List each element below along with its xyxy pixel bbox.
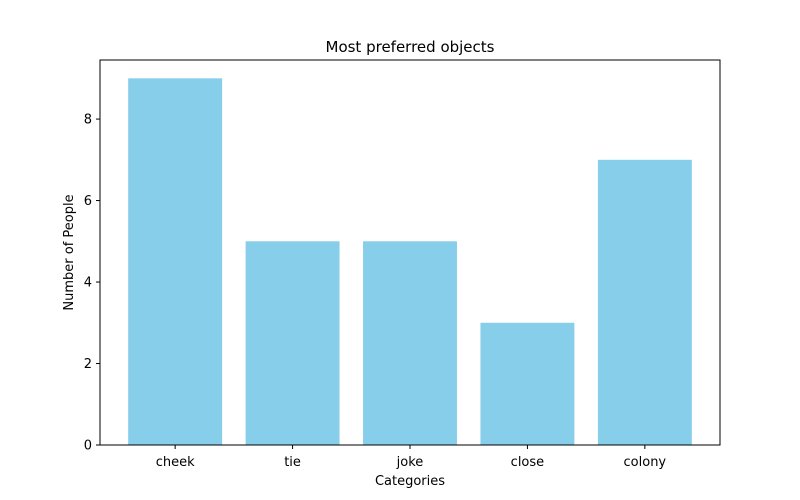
bar-colony	[597, 159, 692, 445]
bar-close	[480, 322, 575, 445]
y-tick-label: 2	[84, 357, 92, 372]
x-tick-label: colony	[624, 455, 667, 470]
x-tick-label: joke	[396, 455, 424, 470]
bar-tie	[245, 241, 340, 445]
y-axis-ticks: 0 2 4 6 8	[84, 113, 100, 454]
x-axis-ticks: cheek tie joke close colony	[156, 445, 667, 470]
x-tick-label: cheek	[156, 455, 195, 470]
x-tick-label: tie	[284, 455, 301, 470]
bar-cheek	[128, 78, 223, 445]
x-axis-label: Categories	[375, 474, 445, 489]
y-tick-label: 0	[84, 439, 92, 454]
x-tick-label: close	[511, 455, 544, 470]
chart-title: Most preferred objects	[326, 38, 495, 56]
bar-joke	[363, 241, 457, 445]
plot-frame	[99, 59, 721, 446]
y-tick-label: 4	[84, 276, 92, 291]
y-tick-label: 6	[84, 194, 92, 209]
bars-group	[128, 78, 692, 445]
y-tick-label: 8	[84, 113, 92, 128]
y-axis-label: Number of People	[62, 194, 77, 310]
